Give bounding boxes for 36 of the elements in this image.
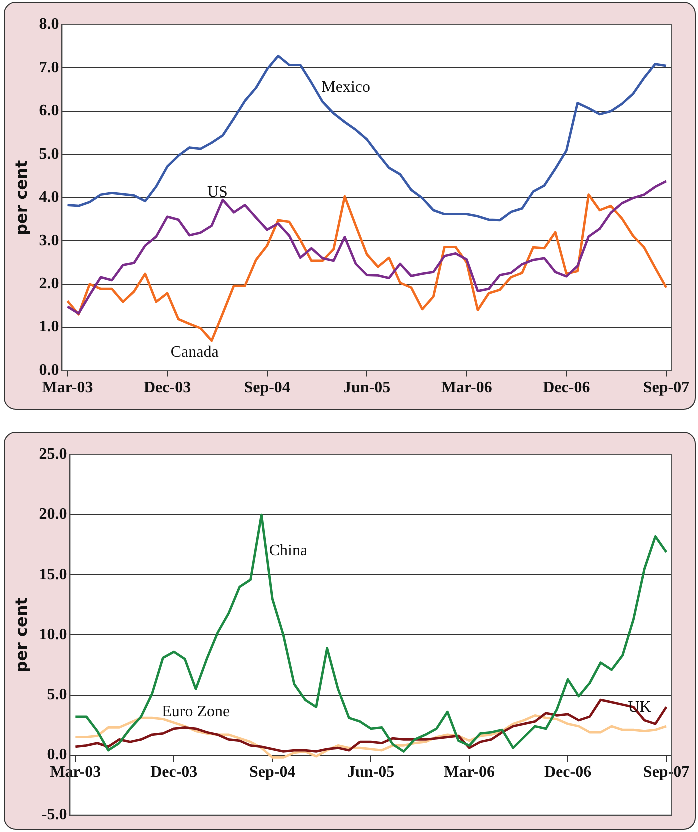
y-tick-label: 5.0	[39, 146, 60, 163]
y-tick-label: 6.0	[39, 102, 60, 120]
x-tick-label: Jun-05	[344, 380, 391, 397]
series-label: US	[207, 184, 228, 201]
y-tick-label: 15.0	[39, 566, 68, 584]
x-tick-label: Mar-03	[42, 380, 94, 397]
x-tick-label: Sep-04	[244, 380, 290, 397]
y-axis-title: per cent	[12, 160, 31, 236]
y-tick-label: 0.0	[47, 746, 68, 764]
x-tick-label: Sep-04	[250, 764, 296, 782]
x-tick-label: Jun-05	[348, 764, 395, 782]
series-label: Euro Zone	[162, 703, 230, 720]
x-tick-label: Dec-03	[144, 380, 192, 397]
series-label: Mexico	[322, 78, 371, 96]
x-tick-label: Mar-06	[441, 380, 492, 397]
y-tick-label: -5.0	[42, 806, 68, 824]
y-tick-label: 4.0	[39, 189, 60, 206]
y-tick-label: 2.0	[39, 275, 60, 292]
x-tick-label: Dec-06	[544, 764, 592, 782]
x-tick-label: Dec-03	[150, 764, 198, 782]
y-tick-label: 3.0	[39, 232, 60, 250]
y-tick-label: 0.0	[39, 362, 60, 379]
y-tick-label: 10.0	[39, 626, 68, 644]
x-tick-label: Dec-06	[543, 380, 590, 397]
y-tick-label: 8.0	[39, 16, 60, 34]
y-tick-label: 1.0	[39, 318, 60, 336]
y-tick-label: 5.0	[47, 686, 68, 704]
series-label: UK	[628, 699, 652, 716]
series-label: Canada	[170, 344, 219, 361]
series-label: China	[269, 542, 308, 560]
y-tick-label: 7.0	[39, 59, 60, 76]
y-axis-title: per cent	[12, 597, 31, 673]
y-tick-label: 20.0	[39, 506, 68, 524]
x-tick-label: Mar-06	[444, 764, 496, 782]
y-tick-label: 25.0	[39, 446, 68, 464]
x-tick-label: Sep-07	[643, 380, 690, 397]
